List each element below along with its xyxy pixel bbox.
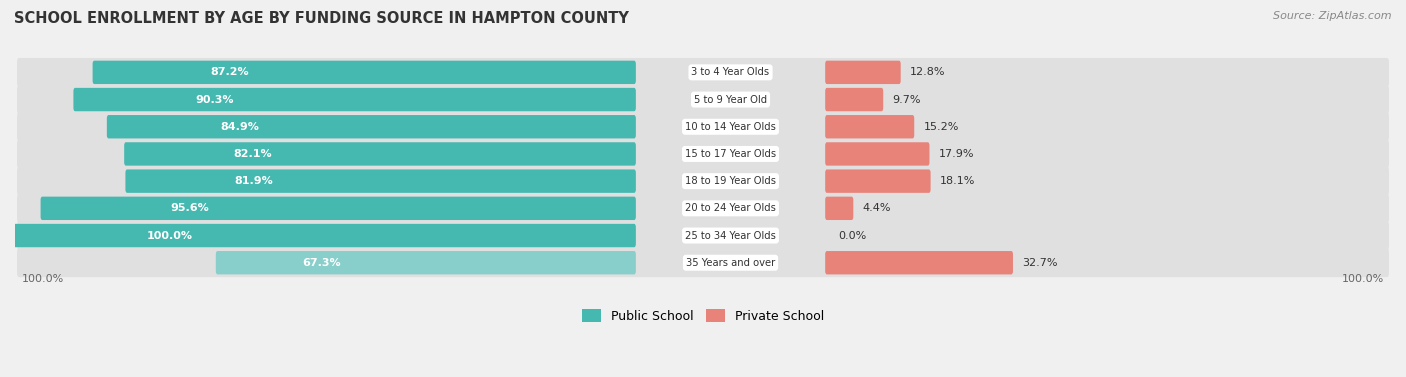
FancyBboxPatch shape [73, 88, 636, 111]
FancyBboxPatch shape [107, 115, 636, 138]
Text: Source: ZipAtlas.com: Source: ZipAtlas.com [1274, 11, 1392, 21]
Text: 18.1%: 18.1% [941, 176, 976, 186]
Text: 100.0%: 100.0% [22, 273, 65, 284]
FancyBboxPatch shape [93, 61, 636, 84]
Text: 67.3%: 67.3% [302, 258, 342, 268]
Text: 3 to 4 Year Olds: 3 to 4 Year Olds [692, 67, 769, 77]
FancyBboxPatch shape [825, 169, 931, 193]
FancyBboxPatch shape [124, 142, 636, 166]
Text: 4.4%: 4.4% [863, 203, 891, 213]
FancyBboxPatch shape [17, 248, 1389, 277]
Text: 0.0%: 0.0% [838, 230, 866, 241]
FancyBboxPatch shape [825, 88, 883, 111]
FancyBboxPatch shape [825, 61, 901, 84]
FancyBboxPatch shape [41, 197, 636, 220]
Text: 84.9%: 84.9% [221, 122, 259, 132]
Text: 90.3%: 90.3% [195, 95, 233, 104]
Text: 87.2%: 87.2% [209, 67, 249, 77]
Text: 18 to 19 Year Olds: 18 to 19 Year Olds [685, 176, 776, 186]
Text: 20 to 24 Year Olds: 20 to 24 Year Olds [685, 203, 776, 213]
Text: 17.9%: 17.9% [939, 149, 974, 159]
FancyBboxPatch shape [825, 115, 914, 138]
Text: 100.0%: 100.0% [1341, 273, 1384, 284]
FancyBboxPatch shape [17, 85, 1389, 114]
Text: 95.6%: 95.6% [172, 203, 209, 213]
FancyBboxPatch shape [13, 224, 636, 247]
Text: 5 to 9 Year Old: 5 to 9 Year Old [695, 95, 768, 104]
FancyBboxPatch shape [825, 142, 929, 166]
Text: 100.0%: 100.0% [146, 230, 193, 241]
Text: 15 to 17 Year Olds: 15 to 17 Year Olds [685, 149, 776, 159]
FancyBboxPatch shape [17, 167, 1389, 196]
Text: SCHOOL ENROLLMENT BY AGE BY FUNDING SOURCE IN HAMPTON COUNTY: SCHOOL ENROLLMENT BY AGE BY FUNDING SOUR… [14, 11, 628, 26]
Text: 35 Years and over: 35 Years and over [686, 258, 775, 268]
Legend: Public School, Private School: Public School, Private School [576, 304, 830, 328]
Text: 25 to 34 Year Olds: 25 to 34 Year Olds [685, 230, 776, 241]
Text: 9.7%: 9.7% [893, 95, 921, 104]
Text: 81.9%: 81.9% [235, 176, 273, 186]
FancyBboxPatch shape [125, 169, 636, 193]
Text: 82.1%: 82.1% [233, 149, 273, 159]
FancyBboxPatch shape [825, 251, 1012, 274]
Text: 32.7%: 32.7% [1022, 258, 1057, 268]
FancyBboxPatch shape [217, 251, 636, 274]
FancyBboxPatch shape [17, 221, 1389, 250]
Text: 15.2%: 15.2% [924, 122, 959, 132]
FancyBboxPatch shape [17, 112, 1389, 141]
FancyBboxPatch shape [17, 194, 1389, 223]
FancyBboxPatch shape [17, 139, 1389, 169]
Text: 12.8%: 12.8% [910, 67, 946, 77]
FancyBboxPatch shape [825, 197, 853, 220]
Text: 10 to 14 Year Olds: 10 to 14 Year Olds [685, 122, 776, 132]
FancyBboxPatch shape [17, 58, 1389, 87]
